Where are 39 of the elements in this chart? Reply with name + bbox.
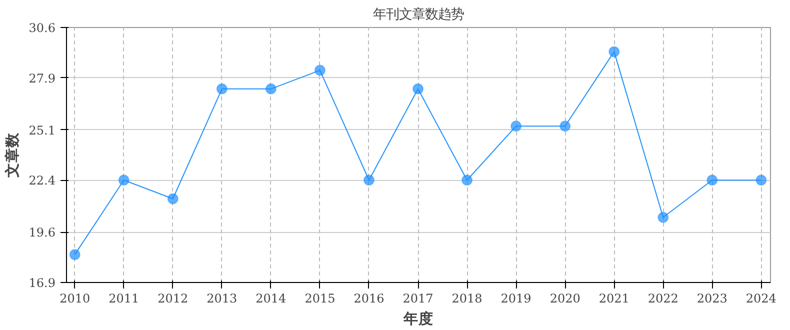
point [363,174,374,186]
point [412,83,424,94]
point [167,193,178,204]
point [658,212,669,223]
x-tick-label: 2019 [500,292,532,306]
x-tick-label: 2016 [354,292,384,306]
x-tick-label: 2018 [452,292,482,306]
point [265,83,276,94]
y-tick-label: 30.6 [28,21,56,35]
point [756,174,767,186]
y-tick-label: 16.9 [28,276,56,290]
point [314,64,326,76]
point [510,120,522,132]
point [118,174,130,186]
x-tick-label: 2020 [550,292,580,306]
point [216,83,228,94]
x-tick-label: 2010 [60,292,90,306]
point [608,46,620,58]
y-tick-label: 25.1 [28,123,56,138]
x-tick-label: 2022 [648,292,678,306]
x-tick-label: 2014 [256,292,287,306]
x-tick-label: 2011 [108,292,140,306]
x-axis-title: 年度 [402,310,434,328]
point [706,174,718,186]
x-tick-label: 2017 [402,292,434,306]
x-tick-label: 2023 [696,292,728,306]
y-tick-label: 22.4 [28,174,56,188]
y-axis-title: 文章数 [2,132,21,178]
chart-title: 年刊文章数趋势 [373,8,464,22]
x-tick-label: 2021 [598,292,630,306]
x-tick-label: 2024 [746,292,777,306]
point [69,249,80,260]
x-tick-label: 2015 [304,292,336,306]
point [462,174,473,186]
x-tick-label: 2012 [158,292,188,306]
y-tick-label: 19.6 [28,226,56,240]
y-tick-label: 27.9 [28,71,56,86]
x-tick-label: 2013 [206,292,238,306]
point [560,120,571,132]
